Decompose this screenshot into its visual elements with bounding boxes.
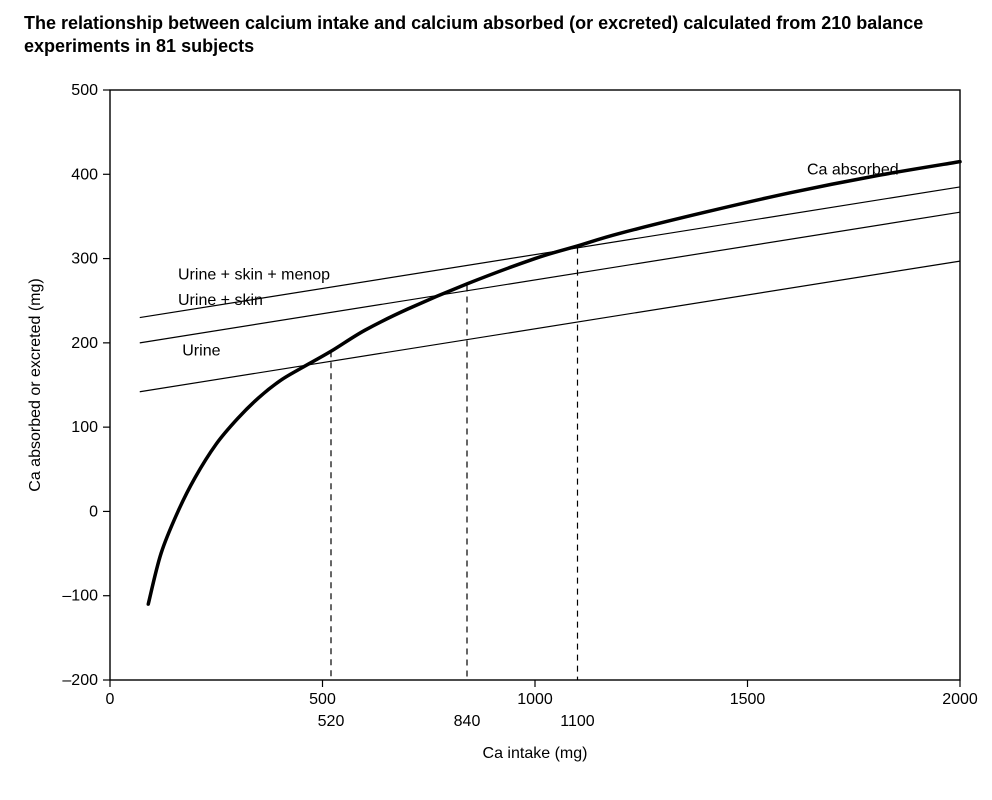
xtick-label: 0 (106, 691, 115, 708)
series-label-urine_skin_menop: Urine + skin + menop (178, 267, 330, 284)
ytick-label: –200 (62, 672, 98, 689)
xtick-label: 500 (309, 691, 336, 708)
ytick-label: 300 (71, 251, 98, 268)
secondary-xtick-label: 840 (454, 713, 481, 730)
ytick-label: 100 (71, 419, 98, 436)
series-label-urine: Urine (182, 343, 220, 360)
xtick-label: 1500 (730, 691, 766, 708)
xtick-label: 2000 (942, 691, 978, 708)
ytick-label: –100 (62, 588, 98, 605)
xtick-label: 1000 (517, 691, 553, 708)
ytick-label: 0 (89, 503, 98, 520)
series-label-ca-absorbed: Ca absorbed (807, 161, 899, 178)
secondary-xtick-label: 1100 (560, 713, 595, 730)
ytick-label: 500 (71, 82, 98, 99)
y-axis-label: Ca absorbed or excreted (mg) (27, 278, 44, 491)
chart-page: { "title": "The relationship between cal… (0, 0, 992, 800)
series-ca-absorbed (148, 162, 960, 605)
x-axis-label: Ca intake (mg) (483, 745, 588, 762)
secondary-xtick-label: 520 (318, 713, 345, 730)
plot-border (110, 90, 960, 680)
ytick-label: 200 (71, 335, 98, 352)
calcium-chart: –200 –100 0 100 200 300 400 500 0 500 1000 1500 2000… (0, 0, 992, 800)
series-label-urine_skin: Urine + skin (178, 292, 263, 309)
ytick-label: 400 (71, 166, 98, 183)
